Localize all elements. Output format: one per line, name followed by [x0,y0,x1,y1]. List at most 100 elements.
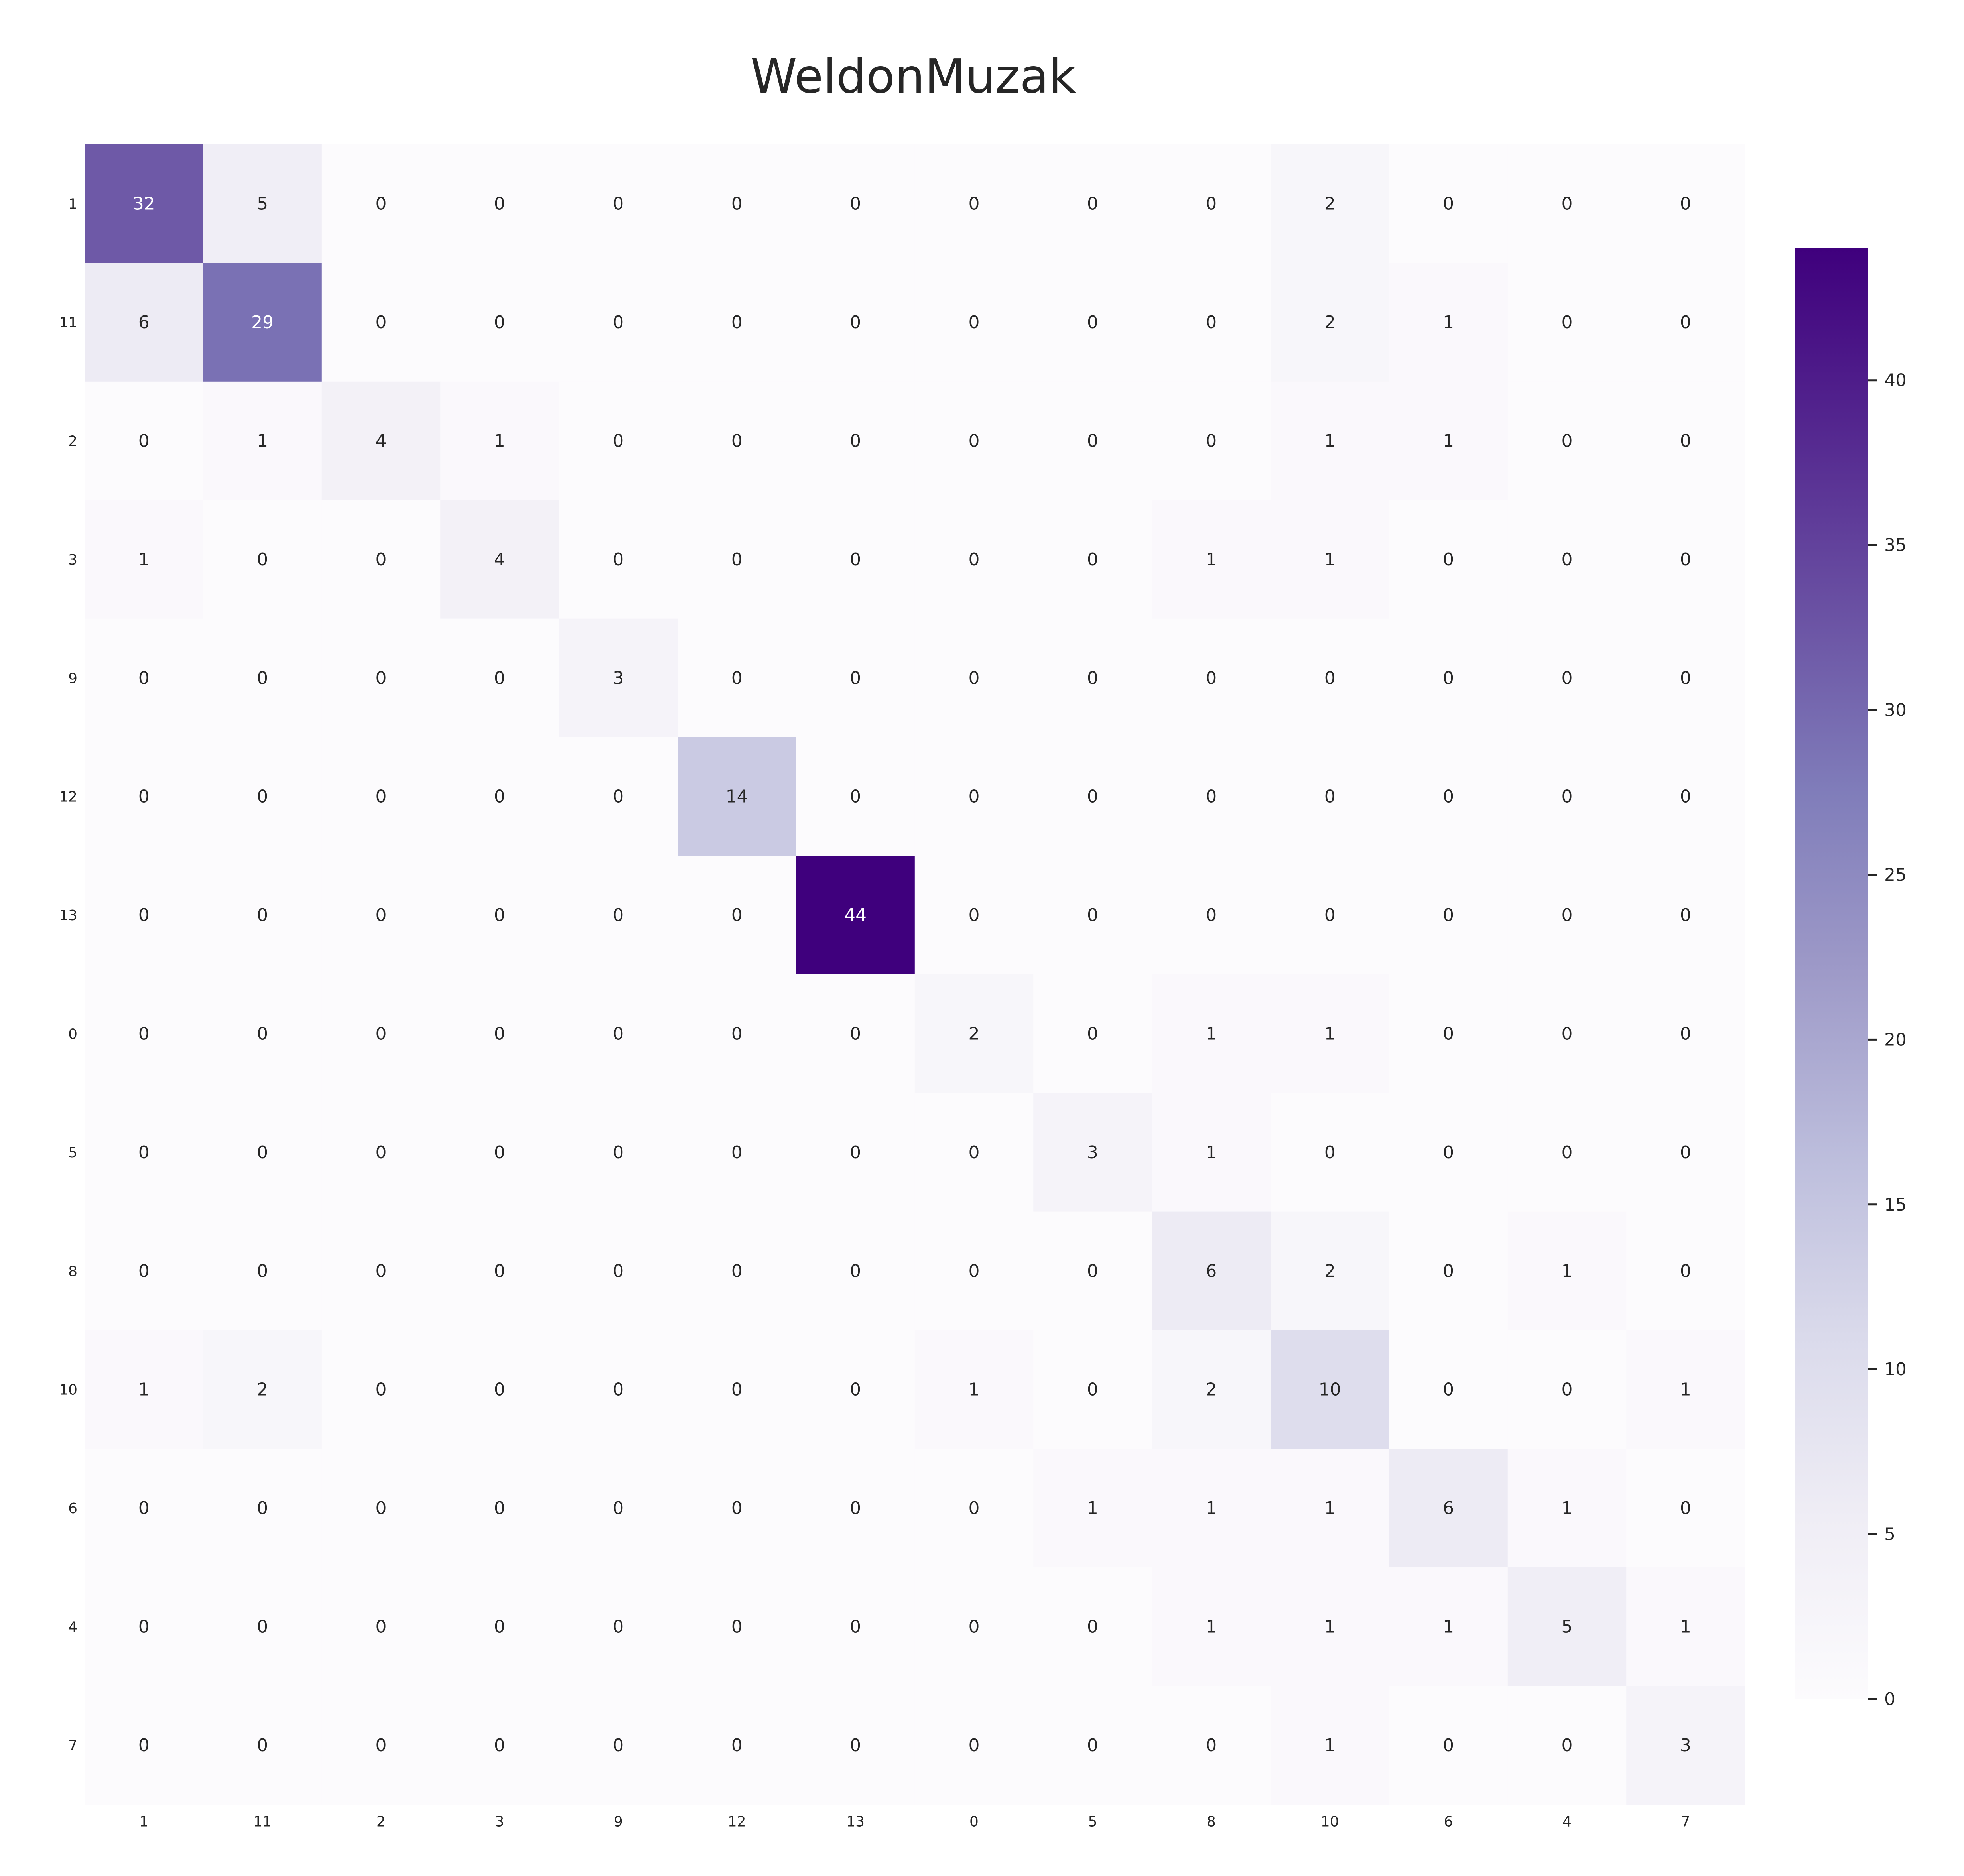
column-tick-label-6: 6 [1444,1814,1453,1830]
cell-value-r9-c0: 0 [138,1261,150,1281]
cell-r11-c1 [203,1449,322,1568]
cell-r4-c4 [559,618,678,738]
cell-value-r11-c9: 1 [1206,1498,1217,1518]
cell-r9-c0 [85,1211,203,1331]
cell-value-r10-c0: 1 [138,1380,150,1400]
cell-r12-c3 [440,1567,559,1686]
cell-value-r1-c10: 2 [1324,312,1336,333]
cell-r10-c0 [85,1330,203,1449]
cell-value-r2-c11: 1 [1443,431,1454,451]
cell-value-r5-c9: 0 [1206,787,1217,807]
cell-r8-c4 [559,1093,678,1212]
cell-value-r9-c3: 0 [494,1261,505,1281]
cell-r10-c9 [1152,1330,1271,1449]
cell-value-r10-c12: 0 [1562,1380,1573,1400]
cell-value-r6-c8: 0 [1087,905,1098,925]
cell-value-r7-c10: 1 [1324,1024,1336,1044]
cell-value-r0-c1: 5 [257,194,268,214]
cell-value-r10-c13: 1 [1680,1380,1691,1400]
cell-value-r13-c7: 0 [969,1735,980,1756]
cell-r5-c7 [914,737,1034,856]
cell-value-r7-c6: 0 [850,1024,861,1044]
cell-r7-c13 [1626,974,1745,1093]
cell-r2-c4 [559,381,678,500]
chart-title: WeldonMuzak [751,49,1076,104]
cell-value-r4-c7: 0 [969,668,980,688]
cell-r13-c2 [321,1686,441,1805]
cell-r3-c9 [1152,500,1271,619]
cell-r8-c2 [321,1093,441,1212]
cell-r9-c6 [796,1211,915,1331]
column-tick-label-12: 12 [728,1814,746,1830]
cell-r8-c3 [440,1093,559,1212]
cell-value-r10-c6: 0 [850,1380,861,1400]
colorbar-tick-label-35: 35 [1884,535,1907,555]
row-tick-label-11: 11 [59,315,77,331]
cell-r9-c10 [1271,1211,1389,1331]
cell-value-r1-c8: 0 [1087,312,1098,333]
colorbar-tick-label-20: 20 [1884,1030,1907,1050]
cell-r5-c3 [440,737,559,856]
cell-r12-c9 [1152,1567,1271,1686]
cell-value-r11-c2: 0 [376,1498,387,1518]
cell-value-r6-c2: 0 [376,905,387,925]
cell-value-r3-c7: 0 [969,549,980,570]
cell-r0-c7 [914,144,1034,263]
cell-r7-c8 [1033,974,1152,1093]
cell-r13-c10 [1271,1686,1389,1805]
cell-r11-c13 [1626,1449,1745,1568]
cell-value-r9-c4: 0 [613,1261,624,1281]
cell-r10-c3 [440,1330,559,1449]
cell-value-r7-c7: 2 [969,1024,980,1044]
cell-value-r1-c5: 0 [731,312,743,333]
cell-r1-c10 [1271,263,1389,382]
cell-value-r6-c4: 0 [613,905,624,925]
cell-r1-c0 [85,263,203,382]
cell-r5-c1 [203,737,322,856]
cell-value-r0-c9: 0 [1206,194,1217,214]
cell-r6-c6 [796,856,915,975]
cell-value-r2-c5: 0 [731,431,743,451]
cell-value-r6-c13: 0 [1680,905,1691,925]
cell-value-r8-c0: 0 [138,1142,150,1163]
cell-r11-c4 [559,1449,678,1568]
cell-value-r2-c8: 0 [1087,431,1098,451]
row-tick-label-9: 9 [68,670,77,687]
cell-r11-c11 [1389,1449,1508,1568]
cell-r7-c3 [440,974,559,1093]
row-tick-label-13: 13 [59,907,77,924]
cell-value-r8-c13: 0 [1680,1142,1691,1163]
cell-value-r9-c9: 6 [1206,1261,1217,1281]
cell-value-r2-c13: 0 [1680,431,1691,451]
cell-value-r2-c4: 0 [613,431,624,451]
cell-value-r12-c1: 0 [257,1617,268,1637]
cell-r0-c6 [796,144,915,263]
cell-r8-c12 [1507,1093,1627,1212]
cell-value-r4-c9: 0 [1206,668,1217,688]
cell-r4-c7 [914,618,1034,738]
cell-value-r4-c10: 0 [1324,668,1336,688]
column-tick-labels: 1 11 2 3 9 12 13 0 5 8 10 6 4 7 [139,1814,1690,1830]
cell-r9-c4 [559,1211,678,1331]
cell-value-r0-c8: 0 [1087,194,1098,214]
cell-value-r9-c1: 0 [257,1261,268,1281]
cell-r13-c9 [1152,1686,1271,1805]
cell-value-r13-c11: 0 [1443,1735,1454,1756]
cell-value-r7-c3: 0 [494,1024,505,1044]
cell-value-r6-c12: 0 [1562,905,1573,925]
cell-value-r3-c6: 0 [850,549,861,570]
cell-value-r11-c11: 6 [1443,1498,1454,1518]
cell-value-r4-c8: 0 [1087,668,1098,688]
cell-value-r8-c12: 0 [1562,1142,1573,1163]
cell-r9-c13 [1626,1211,1745,1331]
cell-r3-c8 [1033,500,1152,619]
cell-r8-c9 [1152,1093,1271,1212]
cell-r2-c9 [1152,381,1271,500]
row-tick-label-8: 8 [68,1263,77,1280]
cell-value-r1-c12: 0 [1562,312,1573,333]
cell-value-r5-c5: 14 [726,787,748,807]
cell-r3-c1 [203,500,322,619]
cell-r7-c1 [203,974,322,1093]
cell-r5-c5 [678,737,796,856]
